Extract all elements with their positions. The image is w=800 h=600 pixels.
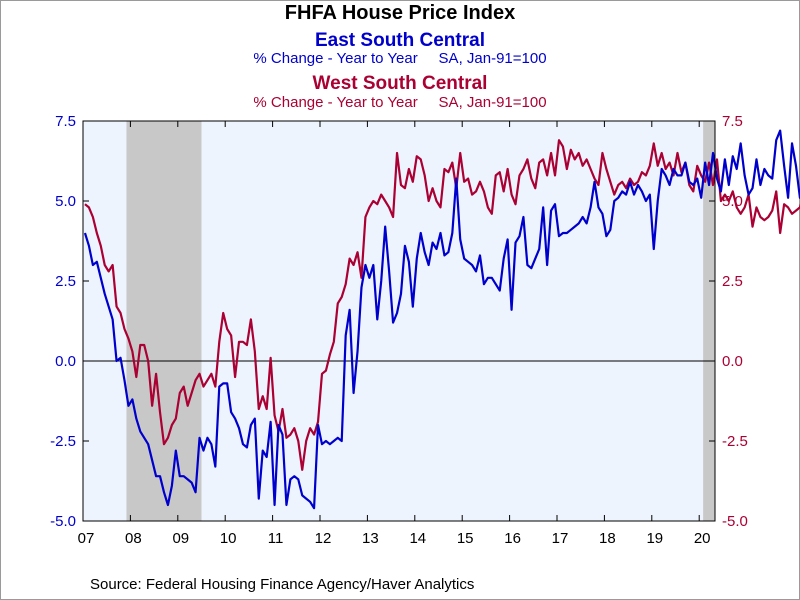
y-tick-label-right: 5.0 bbox=[722, 193, 743, 210]
x-tick-label: 10 bbox=[220, 530, 237, 547]
recession-band-1 bbox=[126, 121, 202, 521]
chart-title: FHFA House Price Index bbox=[284, 2, 516, 24]
plot-border bbox=[82, 120, 716, 522]
x-tick-label: 11 bbox=[268, 530, 284, 547]
y-tick-label-right: -5.0 bbox=[722, 513, 748, 530]
x-tick-label: 19 bbox=[646, 530, 663, 547]
east-series-subtitle: % Change - Year to Year SA, Jan-91=100 bbox=[253, 50, 547, 67]
y-tick-label-left: 0.0 bbox=[55, 353, 76, 370]
east-series-title: East South Central bbox=[315, 30, 485, 51]
y-tick-label-right: 7.5 bbox=[722, 113, 743, 130]
y-tick-label-left: -2.5 bbox=[50, 433, 76, 450]
west-series-subtitle: % Change - Year to Year SA, Jan-91=100 bbox=[253, 94, 547, 111]
source-note: Source: Federal Housing Finance Agency/H… bbox=[90, 576, 475, 593]
x-tick-label: 07 bbox=[78, 530, 95, 547]
x-tick-label: 16 bbox=[504, 530, 521, 547]
y-tick-label-left: 2.5 bbox=[55, 273, 76, 290]
y-tick-label-right: -2.5 bbox=[722, 433, 748, 450]
y-tick-label-right: 2.5 bbox=[722, 273, 743, 290]
y-tick-label-left: 7.5 bbox=[55, 113, 76, 130]
x-tick-label: 09 bbox=[172, 530, 189, 547]
x-tick-label: 08 bbox=[125, 530, 142, 547]
west-series-title: West South Central bbox=[312, 73, 488, 94]
x-tick-label: 18 bbox=[599, 530, 616, 547]
y-tick-label-left: -5.0 bbox=[50, 513, 76, 530]
x-tick-label: 12 bbox=[315, 530, 332, 547]
y-tick-label-left: 5.0 bbox=[55, 193, 76, 210]
east-south-central-line bbox=[83, 129, 800, 510]
x-tick-label: 15 bbox=[457, 530, 474, 547]
x-tick-label: 13 bbox=[362, 530, 379, 547]
x-tick-label: 14 bbox=[409, 530, 426, 547]
west-south-central-line bbox=[84, 139, 800, 471]
x-tick-label: 17 bbox=[552, 530, 569, 547]
y-tick-label-right: 0.0 bbox=[722, 353, 743, 370]
recession-band-2 bbox=[703, 121, 715, 521]
x-tick-label: 20 bbox=[694, 530, 711, 547]
